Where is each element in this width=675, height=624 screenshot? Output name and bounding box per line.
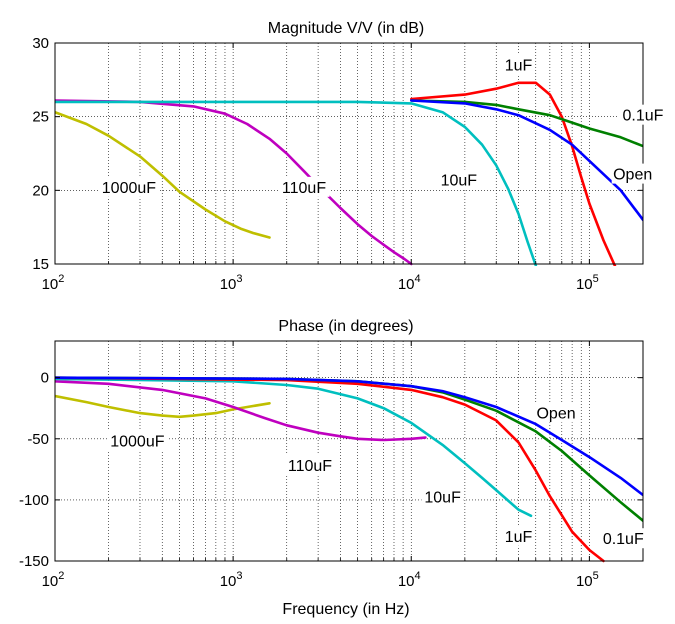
magnitude-annotation-bg	[437, 169, 480, 190]
magnitude-annotation-1uf: 1uF	[505, 58, 533, 75]
phase-annotations: 1000uF 110uF 10uF 1uF 0.1uF Open	[107, 402, 649, 549]
frequency-axis-label: Frequency (in Hz)	[282, 601, 409, 618]
phase-series	[55, 376, 643, 563]
phase-title: Phase (in degrees)	[278, 318, 413, 335]
phase-ytick-label: -100	[19, 492, 49, 509]
magnitude-series-open	[410, 99, 643, 222]
phase-series-110uf	[55, 380, 427, 442]
magnitude-series-1000uf	[55, 110, 271, 239]
magnitude-annotation-1000uf: 1000uF	[102, 180, 156, 197]
magnitude-annotations: 1000uF 110uF 10uF 1uF 0.1uF Open	[98, 54, 669, 197]
magnitude-title: Magnitude V/V (in dB)	[268, 20, 425, 37]
phase-series-1uf	[55, 376, 605, 563]
magnitude-annotation-0-1uf: 0.1uF	[623, 108, 664, 125]
magnitude-ytick-label: 30	[32, 35, 49, 52]
magnitude-series-0-1uf	[410, 99, 643, 148]
phase-annotation-1uf: 1uF	[505, 529, 533, 546]
magnitude-annotation-bg	[617, 104, 669, 125]
magnitude-annotation-10uf: 10uF	[441, 172, 478, 189]
phase-annotation-bg	[107, 430, 168, 451]
phase-annotation-10uf: 10uF	[424, 490, 461, 507]
phase-annotation-bg	[284, 454, 336, 475]
magnitude-axes-box	[54, 42, 644, 265]
phase-annotation-bg	[535, 402, 578, 423]
phase-series-10uf	[55, 377, 533, 518]
magnitude-annotation-bg	[501, 54, 535, 75]
phase-series-open	[55, 376, 643, 497]
magnitude-annotation-bg	[611, 163, 654, 184]
magnitude-annotation-110uf: 110uF	[282, 180, 326, 197]
phase-annotation-1000uf: 1000uF	[110, 433, 164, 450]
phase-ytick-label: 0	[41, 370, 49, 387]
phase-annotation-bg	[597, 528, 649, 549]
phase-annotation-110uf: 110uF	[288, 458, 332, 475]
phase-annotation-bg	[501, 525, 535, 546]
phase-annotation-open: Open	[536, 405, 575, 422]
phase-ytick-label: -50	[27, 431, 49, 448]
magnitude-annotation-bg	[98, 176, 159, 197]
magnitude-grid	[55, 43, 643, 264]
phase-annotation-0-1uf: 0.1uF	[603, 531, 644, 548]
magnitude-ytick-label: 15	[32, 256, 49, 273]
magnitude-annotation-open: Open	[613, 167, 652, 184]
magnitude-ytick-label: 25	[32, 109, 49, 126]
phase-axes-box	[54, 340, 644, 562]
phase-ytick-label: -150	[19, 553, 49, 570]
magnitude-ytick-label: 20	[32, 182, 49, 199]
phase-annotation-bg	[421, 486, 464, 507]
magnitude-annotation-bg	[278, 176, 330, 197]
magnitude-series-10uf	[55, 100, 538, 266]
magnitude-series-1uf	[410, 81, 617, 266]
